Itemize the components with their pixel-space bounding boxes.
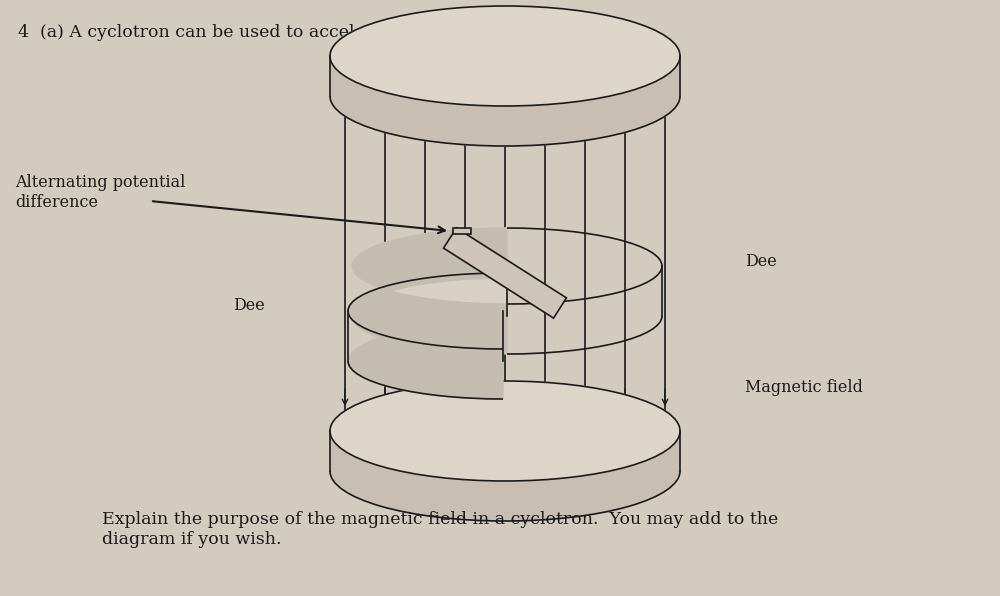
- Polygon shape: [348, 273, 503, 399]
- Polygon shape: [330, 56, 680, 146]
- Polygon shape: [330, 381, 680, 481]
- Text: Alternating potential
difference: Alternating potential difference: [15, 174, 185, 210]
- Polygon shape: [444, 228, 566, 318]
- Polygon shape: [330, 6, 680, 106]
- Text: 4  (a) A cyclotron can be used to accelerate charged particles.: 4 (a) A cyclotron can be used to acceler…: [18, 24, 566, 41]
- Polygon shape: [352, 228, 507, 354]
- Text: Dee: Dee: [233, 297, 265, 315]
- Polygon shape: [348, 273, 503, 349]
- Text: Explain the purpose of the magnetic field in a cyclotron.  You may add to the
  : Explain the purpose of the magnetic fiel…: [80, 511, 778, 548]
- Text: Magnetic field: Magnetic field: [745, 380, 863, 396]
- Polygon shape: [352, 228, 507, 304]
- Text: Dee: Dee: [745, 253, 777, 269]
- Polygon shape: [453, 228, 471, 234]
- Polygon shape: [330, 431, 680, 521]
